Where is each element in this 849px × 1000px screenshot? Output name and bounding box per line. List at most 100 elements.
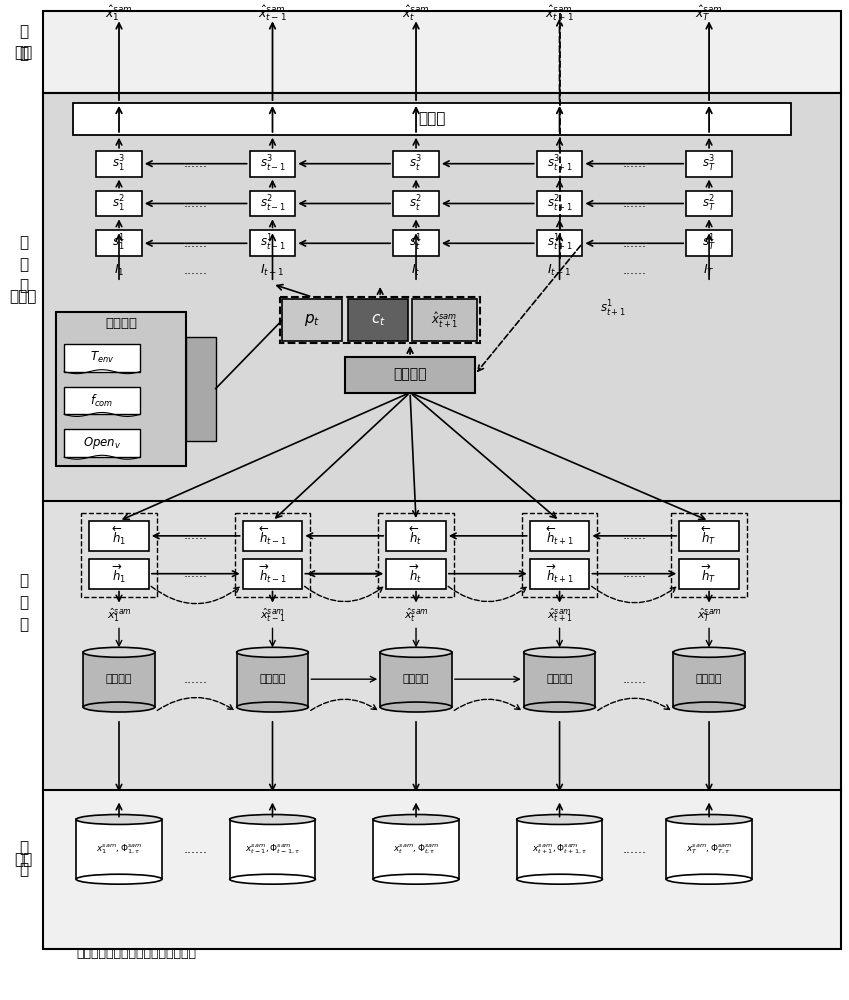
Text: $f_{com}$: $f_{com}$ bbox=[91, 392, 114, 409]
Text: $I_1$: $I_1$ bbox=[114, 263, 124, 278]
Bar bbox=[82, 513, 157, 597]
Ellipse shape bbox=[237, 647, 308, 657]
Ellipse shape bbox=[83, 647, 155, 657]
Bar bbox=[65, 429, 140, 457]
Bar bbox=[76, 819, 162, 879]
Bar bbox=[43, 501, 841, 792]
Ellipse shape bbox=[83, 702, 155, 712]
Bar bbox=[686, 191, 732, 216]
Text: $\hat{x}_{t+1}^{sam}$: $\hat{x}_{t+1}^{sam}$ bbox=[431, 310, 458, 330]
Text: 数据关注: 数据关注 bbox=[259, 674, 286, 684]
Bar bbox=[380, 652, 452, 707]
Text: $s_1^2$: $s_1^2$ bbox=[112, 193, 126, 214]
Bar bbox=[346, 357, 475, 393]
Text: ......: ...... bbox=[183, 157, 208, 170]
Bar bbox=[393, 230, 439, 256]
Text: $s_{t-1}^1$: $s_{t-1}^1$ bbox=[260, 233, 285, 253]
Text: $\overleftarrow{h}_T$: $\overleftarrow{h}_T$ bbox=[701, 525, 717, 547]
Ellipse shape bbox=[76, 874, 162, 884]
Bar bbox=[234, 513, 311, 597]
Bar bbox=[348, 299, 408, 341]
Text: $\hat{x}_{t+1}^{sam}$: $\hat{x}_{t+1}^{sam}$ bbox=[547, 607, 572, 624]
Text: $s_{t+1}^1$: $s_{t+1}^1$ bbox=[600, 299, 627, 319]
Text: ......: ...... bbox=[183, 529, 208, 542]
Text: $\overrightarrow{h}_{t-1}$: $\overrightarrow{h}_{t-1}$ bbox=[259, 562, 286, 585]
Text: 输: 输 bbox=[19, 24, 28, 39]
Ellipse shape bbox=[374, 874, 459, 884]
Ellipse shape bbox=[524, 647, 595, 657]
Text: $\overrightarrow{h}_T$: $\overrightarrow{h}_T$ bbox=[701, 562, 717, 585]
Text: 码: 码 bbox=[19, 257, 28, 272]
Bar bbox=[250, 230, 295, 256]
Text: ......: ...... bbox=[183, 237, 208, 250]
Text: $\hat{x}_1^{sam}$: $\hat{x}_1^{sam}$ bbox=[105, 4, 132, 23]
Text: $\hat{x}_t^{sam}$: $\hat{x}_t^{sam}$ bbox=[403, 607, 429, 624]
Bar bbox=[89, 521, 149, 551]
Text: ......: ...... bbox=[183, 843, 208, 856]
Bar bbox=[43, 790, 841, 949]
Text: 入: 入 bbox=[19, 862, 28, 877]
Text: 编: 编 bbox=[19, 573, 28, 588]
Ellipse shape bbox=[380, 702, 452, 712]
Ellipse shape bbox=[673, 647, 745, 657]
Text: $\hat{x}_1^{sam}$: $\hat{x}_1^{sam}$ bbox=[107, 607, 132, 624]
Bar bbox=[243, 559, 302, 589]
Text: $s_{t-1}^3$: $s_{t-1}^3$ bbox=[260, 154, 285, 174]
Text: $s_T^3$: $s_T^3$ bbox=[702, 154, 716, 174]
Bar bbox=[250, 151, 295, 177]
Bar bbox=[378, 513, 454, 597]
Bar bbox=[43, 11, 841, 93]
Text: 数据关注: 数据关注 bbox=[106, 674, 132, 684]
Text: 出: 出 bbox=[19, 46, 28, 61]
Bar bbox=[673, 652, 745, 707]
Text: ......: ...... bbox=[183, 673, 208, 686]
Text: $x_t^{sam},\Phi_{t,\tau}^{sam}$: $x_t^{sam},\Phi_{t,\tau}^{sam}$ bbox=[393, 843, 439, 856]
Text: 数据关注: 数据关注 bbox=[696, 674, 722, 684]
Bar bbox=[89, 559, 149, 589]
Text: ......: ...... bbox=[622, 673, 646, 686]
Ellipse shape bbox=[229, 815, 315, 824]
Ellipse shape bbox=[666, 874, 752, 884]
Text: $s_1^1$: $s_1^1$ bbox=[112, 233, 126, 253]
Bar bbox=[83, 652, 155, 707]
Text: $p_t$: $p_t$ bbox=[304, 312, 320, 328]
Text: ......: ...... bbox=[622, 197, 646, 210]
Bar bbox=[679, 559, 739, 589]
Text: $\overrightarrow{h}_t$: $\overrightarrow{h}_t$ bbox=[409, 562, 423, 585]
Text: 解: 解 bbox=[19, 235, 28, 250]
Bar bbox=[393, 151, 439, 177]
Bar bbox=[243, 521, 302, 551]
Text: $\overleftarrow{h}_t$: $\overleftarrow{h}_t$ bbox=[409, 525, 423, 547]
Text: $I_T$: $I_T$ bbox=[703, 263, 715, 278]
Text: 数据关注: 数据关注 bbox=[546, 674, 573, 684]
Bar bbox=[96, 151, 142, 177]
Text: 数据关注: 数据关注 bbox=[402, 674, 430, 684]
Text: $s_{t-1}^2$: $s_{t-1}^2$ bbox=[260, 193, 285, 214]
Bar bbox=[517, 819, 603, 879]
Text: $x_{t-1}^{sam},\Phi_{t-1,\tau}^{sam}$: $x_{t-1}^{sam},\Phi_{t-1,\tau}^{sam}$ bbox=[245, 843, 300, 856]
Text: ......: ...... bbox=[183, 264, 208, 277]
Text: $\overleftarrow{h}_{t+1}$: $\overleftarrow{h}_{t+1}$ bbox=[546, 525, 573, 547]
Bar bbox=[537, 191, 582, 216]
Text: ......: ...... bbox=[622, 567, 646, 580]
Bar bbox=[186, 337, 216, 441]
Text: ......: ...... bbox=[622, 264, 646, 277]
Text: $\overrightarrow{h}_{t+1}$: $\overrightarrow{h}_{t+1}$ bbox=[546, 562, 573, 585]
Text: ......: ...... bbox=[622, 843, 646, 856]
Text: $\hat{x}_{t+1}^{sam}$: $\hat{x}_{t+1}^{sam}$ bbox=[545, 4, 574, 23]
Bar bbox=[679, 521, 739, 551]
Text: 融合模块: 融合模块 bbox=[105, 317, 137, 330]
Text: 器: 器 bbox=[19, 617, 28, 632]
Text: ......: ...... bbox=[622, 529, 646, 542]
Text: $s_T^2$: $s_T^2$ bbox=[702, 193, 716, 214]
Ellipse shape bbox=[666, 815, 752, 824]
Text: $s_t^2$: $s_t^2$ bbox=[409, 193, 423, 214]
Text: 器: 器 bbox=[19, 279, 28, 294]
Text: 码: 码 bbox=[19, 595, 28, 610]
Text: $s_{t+1}^2$: $s_{t+1}^2$ bbox=[547, 193, 572, 214]
Bar bbox=[56, 312, 186, 466]
Text: $x_1^{sam},\Phi_{1,\tau}^{sam}$: $x_1^{sam},\Phi_{1,\tau}^{sam}$ bbox=[96, 843, 142, 856]
Bar bbox=[521, 513, 598, 597]
Text: $I_{t+1}$: $I_{t+1}$ bbox=[548, 263, 572, 278]
Text: $\overleftarrow{h}_1$: $\overleftarrow{h}_1$ bbox=[112, 525, 127, 547]
